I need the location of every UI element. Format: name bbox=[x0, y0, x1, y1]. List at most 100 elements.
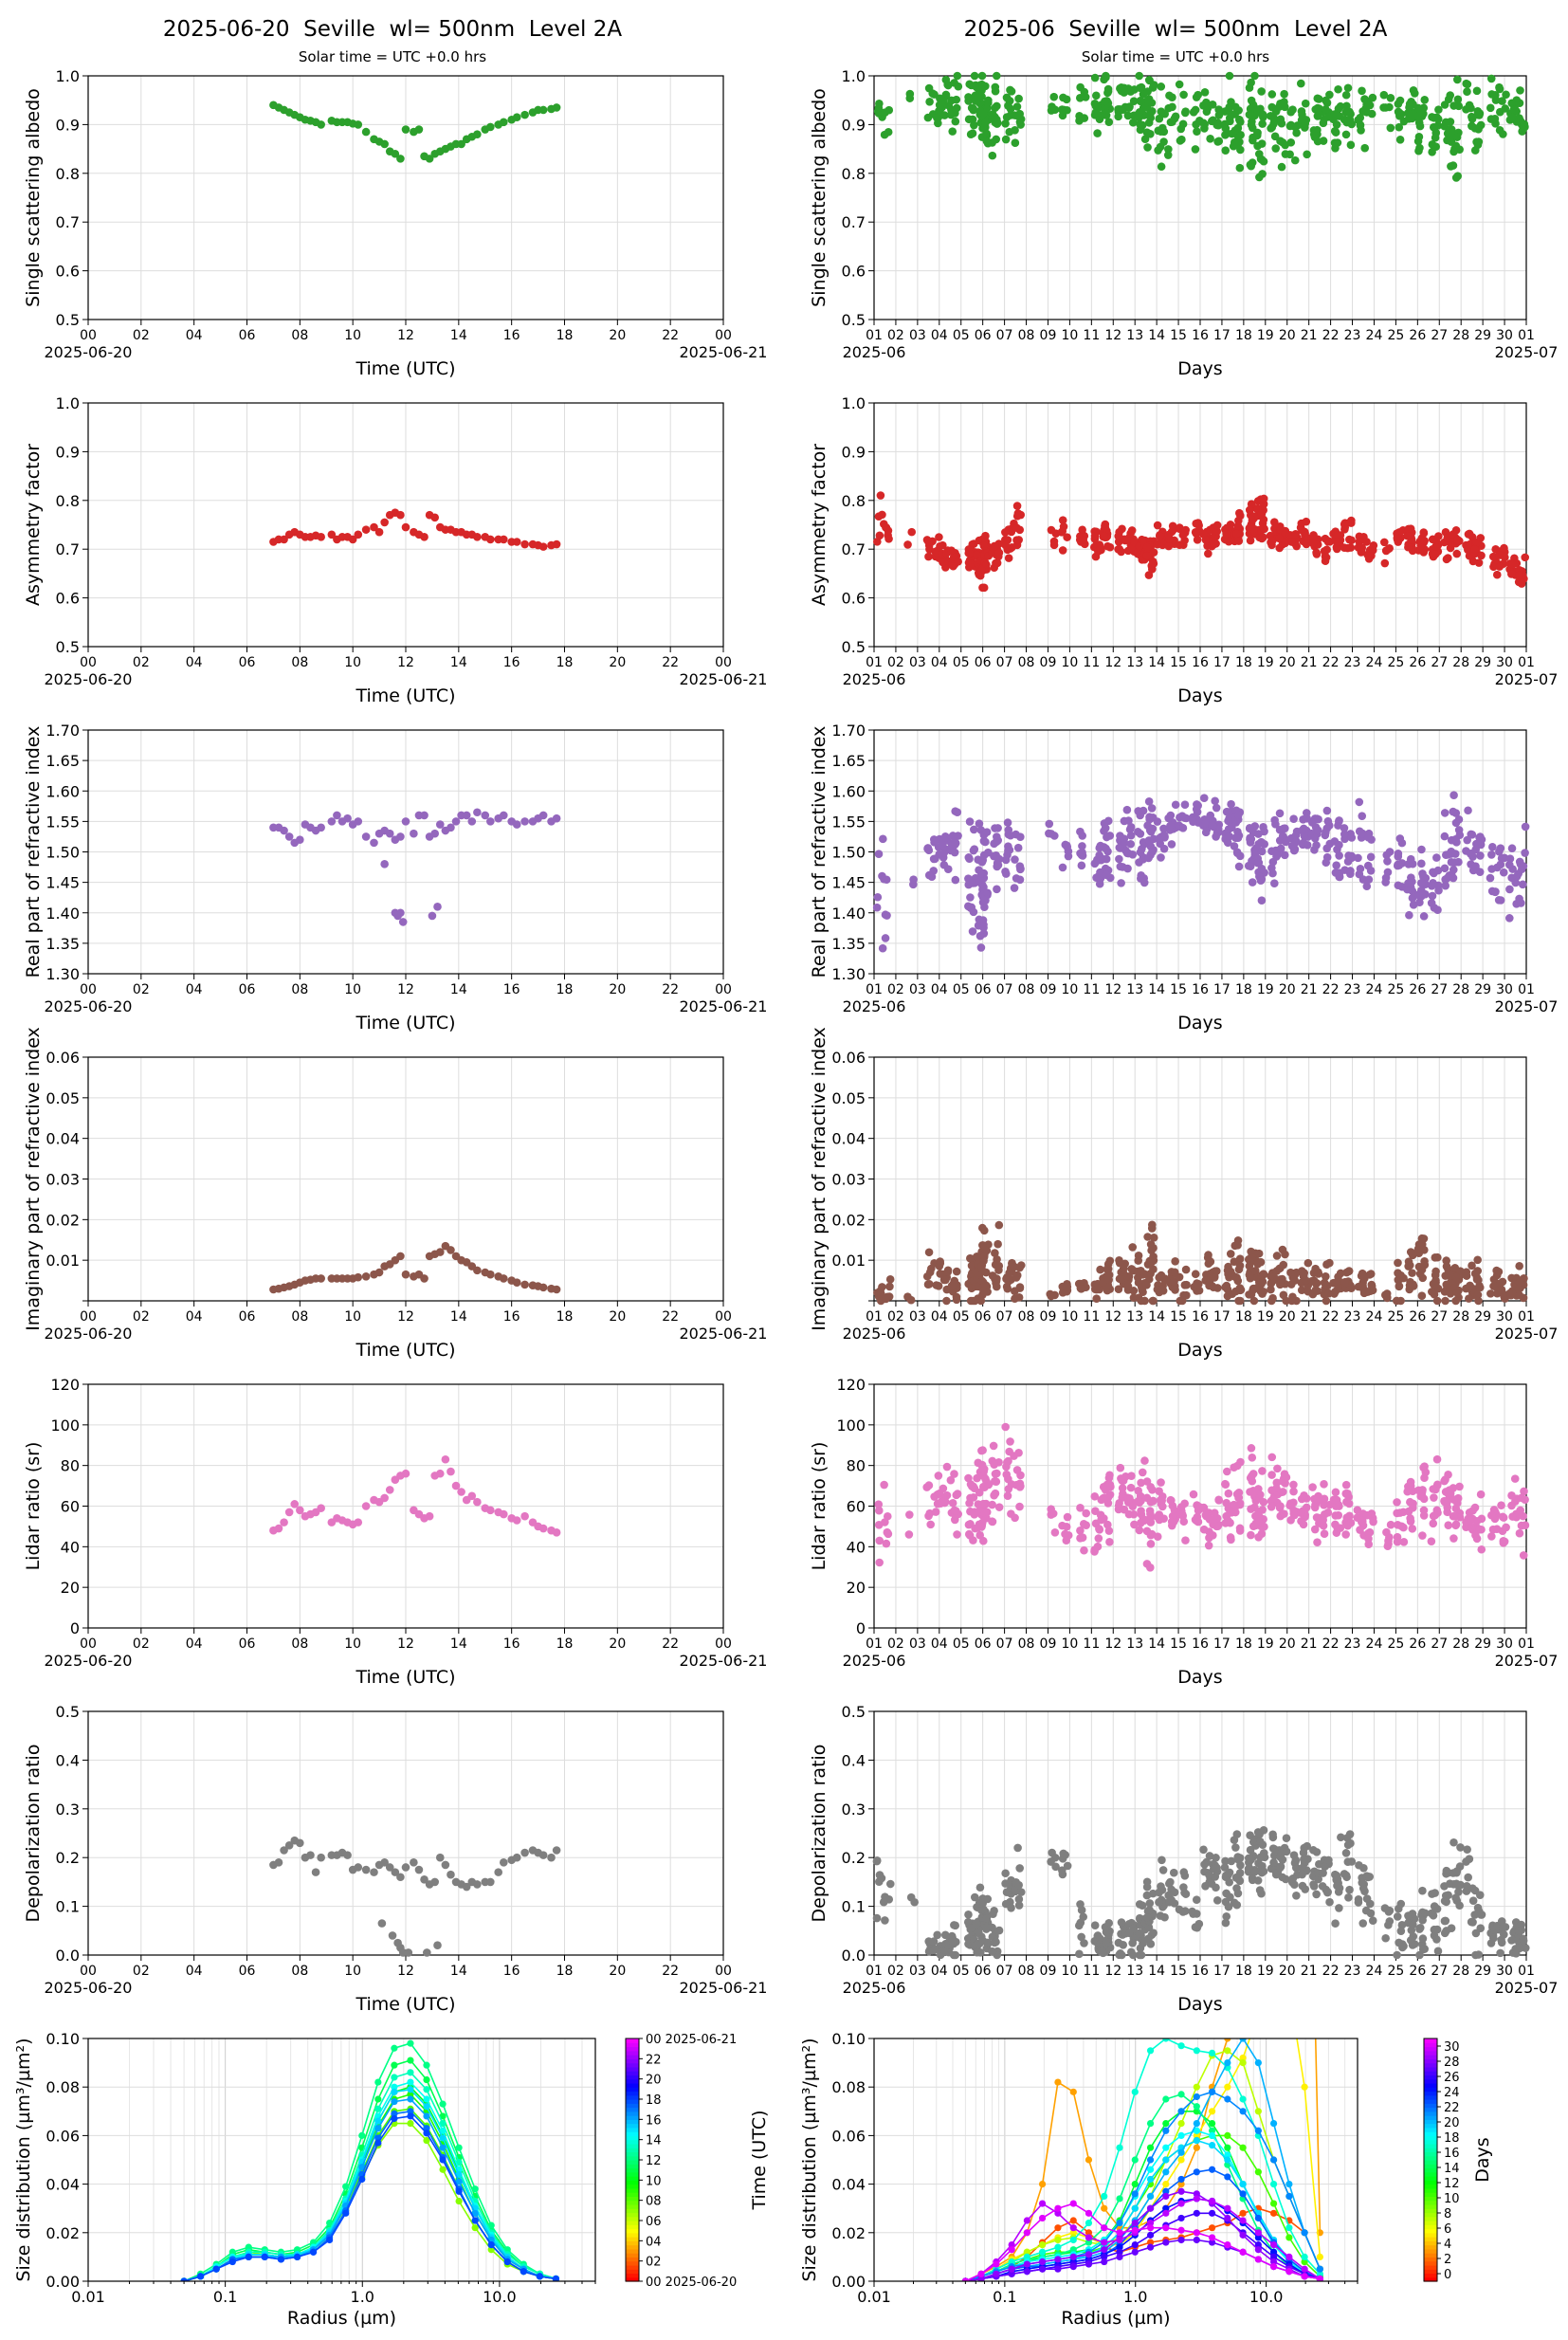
data-point bbox=[977, 1262, 986, 1271]
data-point bbox=[1319, 1497, 1328, 1507]
data-point bbox=[1258, 110, 1267, 119]
data-point bbox=[380, 139, 389, 149]
x-tick-label: 18 bbox=[556, 1636, 574, 1652]
data-point bbox=[1164, 103, 1173, 113]
y-tick-label: 1.50 bbox=[831, 844, 866, 862]
data-point bbox=[1490, 115, 1500, 123]
data-point bbox=[1206, 1257, 1215, 1266]
data-point bbox=[994, 1261, 1004, 1271]
data-point bbox=[1100, 819, 1109, 828]
y-tick-label: 100 bbox=[50, 1417, 80, 1435]
data-point bbox=[1395, 122, 1404, 132]
x-tick-label: 03 bbox=[909, 1964, 926, 1979]
data-point bbox=[988, 1500, 996, 1509]
data-point bbox=[1123, 1282, 1133, 1290]
data-point bbox=[1142, 1877, 1152, 1887]
data-point bbox=[280, 1518, 288, 1526]
data-point bbox=[1394, 107, 1403, 117]
data-point bbox=[1015, 1864, 1024, 1873]
data-point bbox=[1147, 1224, 1157, 1233]
data-point bbox=[992, 115, 1001, 124]
data-point bbox=[1362, 1894, 1372, 1903]
data-point bbox=[1364, 1540, 1374, 1549]
data-point bbox=[1273, 850, 1282, 860]
data-point bbox=[1200, 1860, 1209, 1869]
data-point bbox=[1014, 1894, 1024, 1904]
data-point bbox=[396, 1873, 405, 1882]
data-point bbox=[1507, 1501, 1516, 1510]
data-point bbox=[1257, 1529, 1267, 1539]
y-tick-label: 0.7 bbox=[842, 540, 866, 558]
data-point bbox=[1449, 1511, 1458, 1521]
data-point bbox=[1079, 536, 1088, 544]
x-tick-label: 08 bbox=[291, 655, 308, 670]
data-point bbox=[1403, 1487, 1412, 1496]
data-point bbox=[964, 874, 973, 883]
data-point bbox=[1269, 879, 1279, 887]
data-point bbox=[1312, 548, 1321, 558]
data-point bbox=[1246, 536, 1255, 545]
data-point bbox=[486, 1270, 495, 1279]
data-point bbox=[1297, 1286, 1306, 1294]
data-point bbox=[984, 96, 993, 105]
data-point bbox=[1496, 844, 1505, 852]
data-point bbox=[981, 531, 990, 540]
data-point bbox=[1404, 879, 1413, 887]
x-tick-label: 02 bbox=[887, 982, 904, 997]
data-point bbox=[1198, 529, 1208, 539]
data-point bbox=[924, 1511, 933, 1521]
x-tick-label: 21 bbox=[1301, 1636, 1318, 1652]
data-point bbox=[374, 527, 384, 537]
x-end-date: 2025-07 bbox=[1495, 1652, 1559, 1670]
data-point bbox=[966, 1253, 975, 1263]
x-tick-label: 08 bbox=[291, 328, 308, 343]
data-point bbox=[1153, 817, 1162, 826]
x-tick-label: 22 bbox=[662, 1964, 679, 1979]
data-point bbox=[1432, 1296, 1442, 1306]
data-point bbox=[1476, 120, 1486, 130]
data-point bbox=[948, 1937, 957, 1947]
data-point bbox=[1062, 1536, 1071, 1545]
data-point bbox=[941, 75, 951, 84]
x-tick-label: 28 bbox=[1452, 982, 1469, 997]
data-point bbox=[1471, 862, 1480, 870]
data-point bbox=[1156, 532, 1164, 540]
data-point bbox=[1417, 859, 1426, 868]
data-point bbox=[978, 1241, 987, 1250]
data-point bbox=[1114, 1285, 1123, 1293]
data-point bbox=[1128, 1502, 1138, 1511]
data-point bbox=[1010, 1262, 1019, 1271]
x-start-date: 2025-06-20 bbox=[45, 343, 133, 361]
real-monthly-points bbox=[872, 791, 1530, 953]
data-point bbox=[975, 1530, 984, 1540]
data-point bbox=[1506, 570, 1516, 578]
data-point bbox=[1280, 89, 1288, 99]
data-point bbox=[1414, 146, 1423, 155]
x-tick-label: 12 bbox=[397, 328, 414, 343]
data-point bbox=[948, 127, 957, 136]
data-point bbox=[1194, 1919, 1204, 1929]
data-point bbox=[1301, 1885, 1310, 1893]
data-point bbox=[1432, 1454, 1442, 1464]
data-point bbox=[1123, 111, 1133, 120]
data-point bbox=[1287, 538, 1296, 546]
x-tick-label: 16 bbox=[1192, 655, 1209, 670]
x-tick-label: 16 bbox=[503, 1964, 520, 1979]
data-point bbox=[992, 71, 1001, 81]
left-subtitle: Solar time = UTC +0.0 hrs bbox=[299, 48, 486, 65]
x-tick-label: 04 bbox=[931, 1309, 948, 1325]
data-point bbox=[1273, 1464, 1282, 1473]
y-tick-label: 1.60 bbox=[46, 782, 80, 800]
data-point bbox=[414, 1865, 424, 1874]
x-tick-label: 06 bbox=[975, 982, 992, 997]
data-point bbox=[486, 1877, 495, 1887]
data-point bbox=[1393, 1950, 1401, 1960]
x-tick-label: 04 bbox=[931, 1636, 948, 1652]
data-point bbox=[1462, 1271, 1471, 1280]
x-axis-label: Time (UTC) bbox=[355, 686, 455, 706]
data-point bbox=[953, 71, 962, 81]
data-point bbox=[512, 538, 521, 546]
y-tick-label: 0.7 bbox=[56, 540, 80, 558]
x-axis-label: Time (UTC) bbox=[355, 358, 455, 379]
data-point bbox=[1499, 868, 1508, 877]
